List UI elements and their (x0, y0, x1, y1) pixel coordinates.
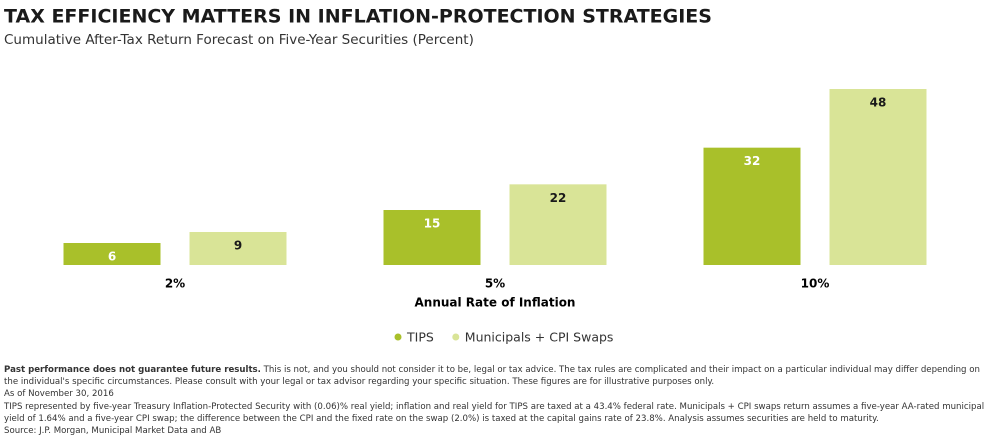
legend-marker (394, 333, 402, 341)
chart-subtitle: Cumulative After-Tax Return Forecast on … (4, 32, 474, 48)
chart-title: TAX EFFICIENCY MATTERS IN INFLATION-PROT… (4, 6, 712, 28)
data-label: 22 (550, 191, 567, 205)
x-tick-label: 5% (485, 277, 505, 291)
legend-label: Municipals + CPI Swaps (465, 330, 614, 345)
legend-label: TIPS (406, 330, 434, 345)
data-label: 32 (744, 154, 761, 168)
legend-marker (452, 333, 460, 341)
x-tick-label: 2% (165, 277, 185, 291)
bar (703, 147, 801, 265)
bar (383, 210, 481, 265)
chart: TAX EFFICIENCY MATTERS IN INFLATION-PROT… (4, 6, 927, 345)
footnote: Source: J.P. Morgan, Municipal Market Da… (4, 426, 222, 437)
bar (829, 89, 927, 265)
bar (189, 232, 287, 265)
data-label: 9 (234, 239, 242, 253)
bar (63, 243, 161, 265)
footnotes: Past performance does not guarantee futu… (4, 364, 988, 437)
footnote-bold: Past performance does not guarantee futu… (4, 365, 261, 375)
data-label: 6 (108, 250, 116, 264)
x-tick-label: 10% (801, 277, 830, 291)
x-axis-title: Annual Rate of Inflation (415, 296, 576, 310)
data-label: 48 (870, 96, 887, 110)
footnote-text: This is not, and you should not consider… (4, 365, 980, 388)
footnote: Past performance does not guarantee futu… (4, 364, 988, 388)
footnote: As of November 30, 2016 (4, 389, 114, 400)
data-label: 15 (424, 217, 441, 231)
bar (509, 184, 607, 265)
footnote: TIPS represented by five-year Treasury I… (4, 401, 985, 424)
